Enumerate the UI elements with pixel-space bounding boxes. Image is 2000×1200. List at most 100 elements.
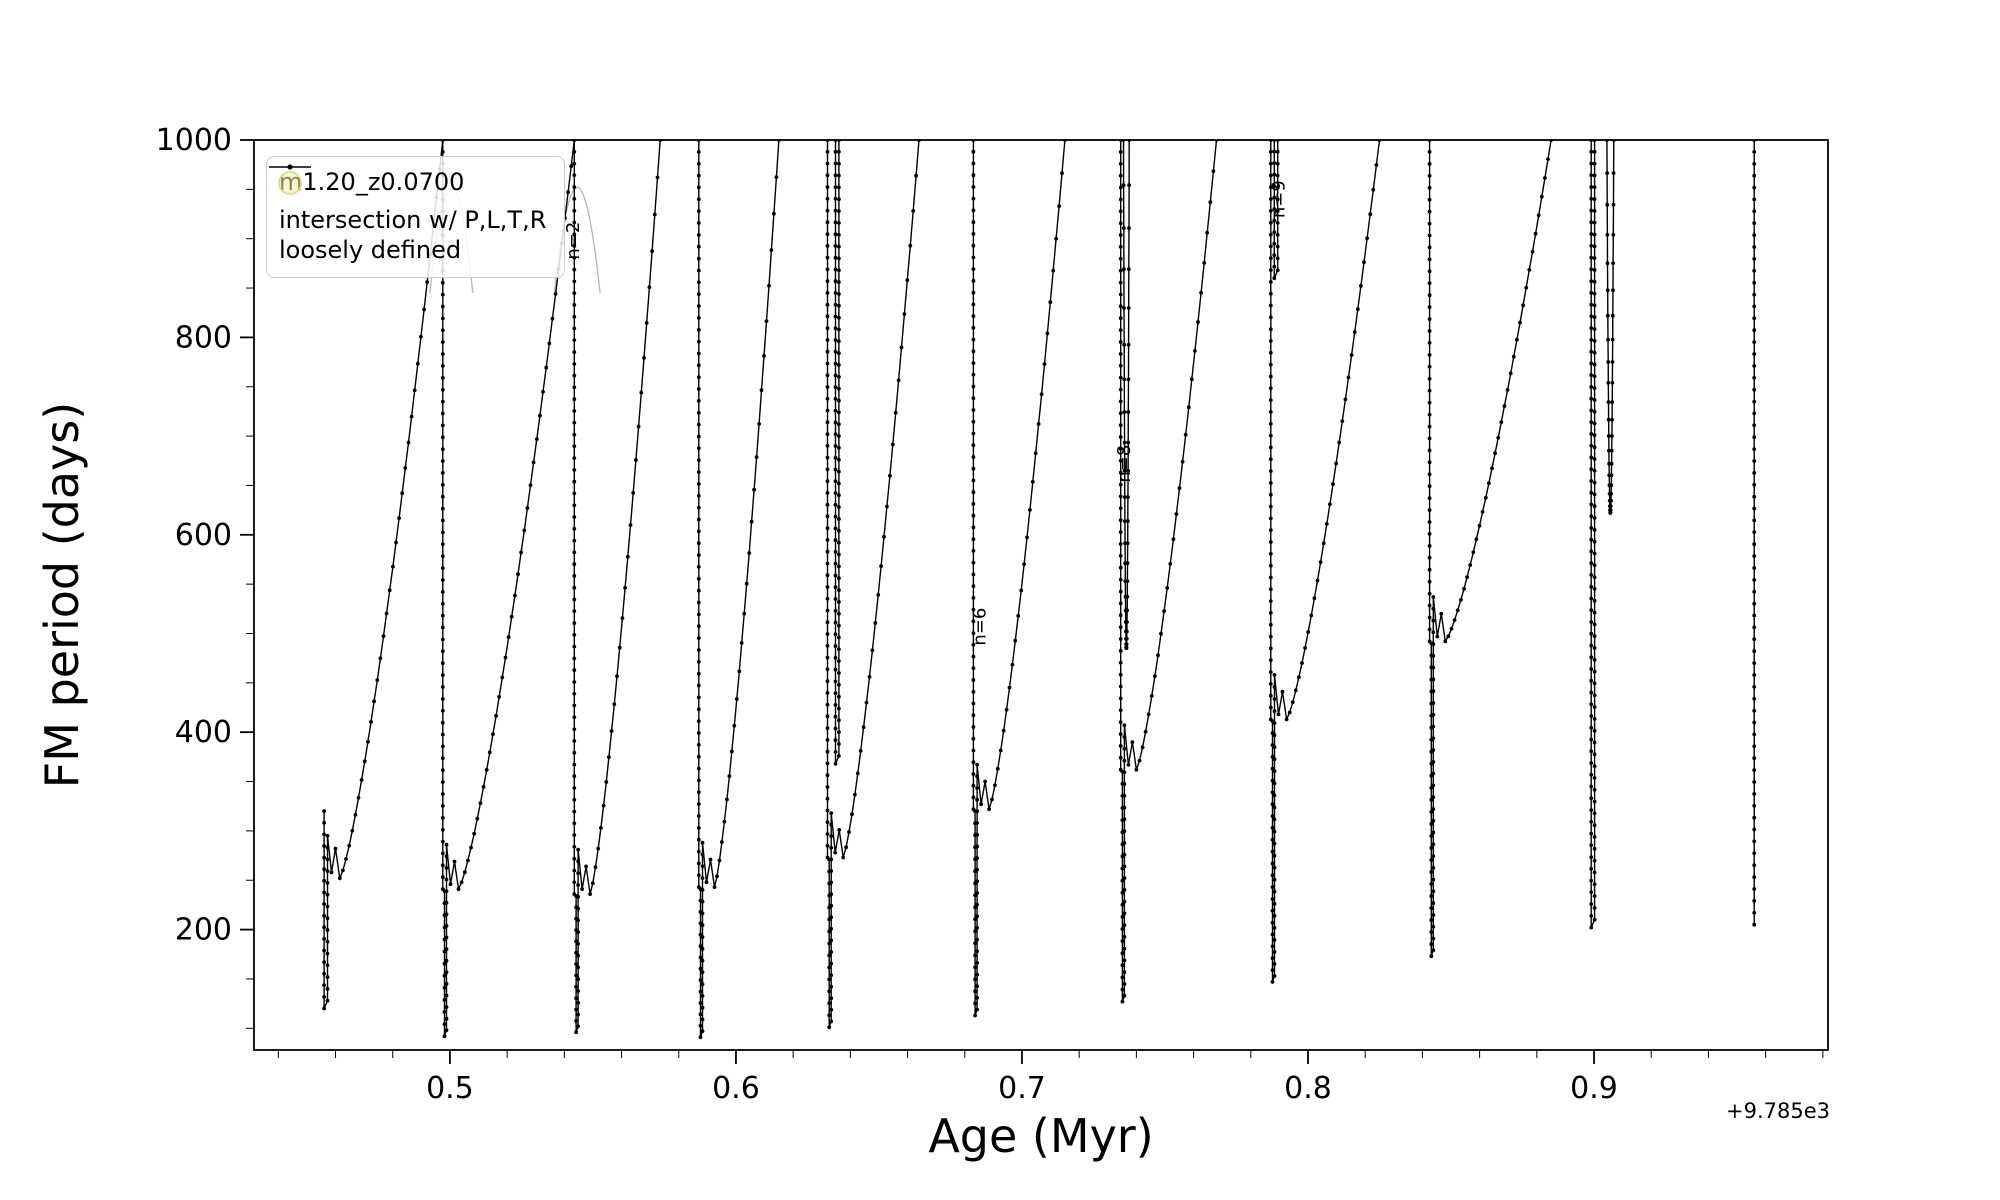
data-point-marker (440, 411, 445, 416)
data-point-marker (1427, 555, 1432, 560)
data-point-marker (1208, 200, 1213, 205)
data-point-marker (484, 768, 489, 772)
data-point-marker (1606, 380, 1611, 385)
data-point-marker (1054, 236, 1058, 241)
data-point-marker (497, 694, 502, 699)
data-point-marker (1589, 890, 1594, 895)
data-point-marker (440, 482, 445, 487)
data-point-marker (717, 858, 722, 863)
data-point-marker (696, 221, 701, 225)
data-point-marker (1752, 375, 1757, 380)
data-point-marker (825, 785, 830, 789)
data-point-marker (1752, 887, 1757, 891)
data-point-marker (612, 702, 617, 707)
data-point-marker (1752, 922, 1757, 927)
data-point-marker (572, 267, 577, 272)
data-point-marker (1118, 304, 1123, 309)
data-point-marker (833, 302, 838, 307)
data-point-marker (825, 561, 830, 566)
data-point-marker (572, 350, 577, 354)
data-point-marker (1196, 320, 1200, 324)
data-point-marker (833, 750, 838, 754)
data-point-marker (448, 882, 453, 887)
data-point-marker (700, 982, 705, 986)
data-point-marker (444, 982, 449, 986)
data-point-marker (829, 915, 834, 920)
data-point-marker (696, 766, 701, 771)
data-point-marker (1589, 925, 1594, 930)
data-point-marker (541, 389, 545, 394)
data-point-marker (322, 995, 326, 999)
data-point-marker (1275, 221, 1280, 225)
data-point-marker (469, 845, 473, 850)
data-point-marker (1427, 329, 1432, 333)
data-point-marker (825, 714, 830, 719)
data-point-marker (572, 656, 577, 661)
data-point-marker (440, 625, 445, 630)
mode-annotations: n=2 n=6 n=8 n=9 (563, 180, 1289, 645)
data-point-marker (528, 483, 533, 488)
data-point-marker (1268, 280, 1273, 284)
data-point-marker (1752, 827, 1757, 832)
data-point-marker (1752, 399, 1757, 404)
data-point-marker (861, 725, 866, 730)
data-point-marker (572, 173, 577, 178)
data-point-marker (1752, 221, 1757, 226)
data-point-marker (837, 828, 842, 832)
data-point-marker (833, 679, 838, 684)
data-point-marker (1752, 459, 1757, 463)
data-point-marker (1539, 194, 1544, 199)
data-point-marker (844, 845, 848, 850)
data-point-marker (440, 375, 445, 380)
data-point-marker (1272, 253, 1277, 257)
data-point-marker (440, 340, 445, 344)
data-point-marker (1431, 807, 1436, 811)
data-point-marker (1589, 514, 1594, 519)
data-point-marker (975, 1007, 979, 1012)
data-point-marker (1592, 657, 1597, 662)
data-point-marker (841, 855, 846, 860)
data-point-marker (609, 729, 614, 733)
data-point-marker (973, 965, 977, 970)
data-point-marker (1272, 938, 1277, 942)
data-point-marker (1120, 975, 1125, 980)
data-point-marker (825, 314, 830, 319)
data-point-marker (572, 303, 577, 307)
data-point-marker (615, 674, 619, 679)
data-point-marker (1589, 772, 1594, 777)
data-point-marker (1272, 745, 1277, 750)
data-point-marker (1431, 783, 1436, 788)
series-line (698, 140, 780, 1038)
data-point-marker (1122, 993, 1127, 998)
data-point-marker (1275, 209, 1280, 214)
data-point-marker (440, 364, 445, 368)
data-point-marker (1429, 870, 1434, 874)
data-point-marker (1589, 267, 1594, 272)
data-point-marker (829, 938, 834, 943)
data-point-marker (837, 410, 841, 415)
data-point-marker (572, 715, 577, 720)
data-point-marker (415, 361, 420, 366)
data-point-marker (971, 560, 976, 565)
data-point-marker (1589, 714, 1594, 718)
data-point-marker (696, 814, 701, 818)
data-point-marker (1589, 185, 1594, 189)
data-point-marker (829, 869, 834, 873)
annotation-n-8: n=8 (1114, 445, 1135, 483)
data-point-marker (722, 819, 727, 824)
data-point-marker (973, 941, 977, 946)
data-point-marker (544, 365, 549, 370)
data-point-marker (825, 843, 830, 848)
data-point-marker (1122, 852, 1127, 857)
data-point-marker (971, 760, 976, 765)
data-point-marker (1118, 518, 1123, 523)
data-point-marker (1122, 440, 1127, 445)
data-point-marker (725, 797, 729, 802)
data-point-marker (440, 590, 445, 594)
data-point-marker (1268, 220, 1273, 225)
data-point-marker (1508, 371, 1513, 376)
data-point-marker (1592, 209, 1597, 213)
data-point-marker (1592, 799, 1597, 804)
data-point-marker (1589, 620, 1594, 624)
data-point-marker (459, 880, 464, 885)
